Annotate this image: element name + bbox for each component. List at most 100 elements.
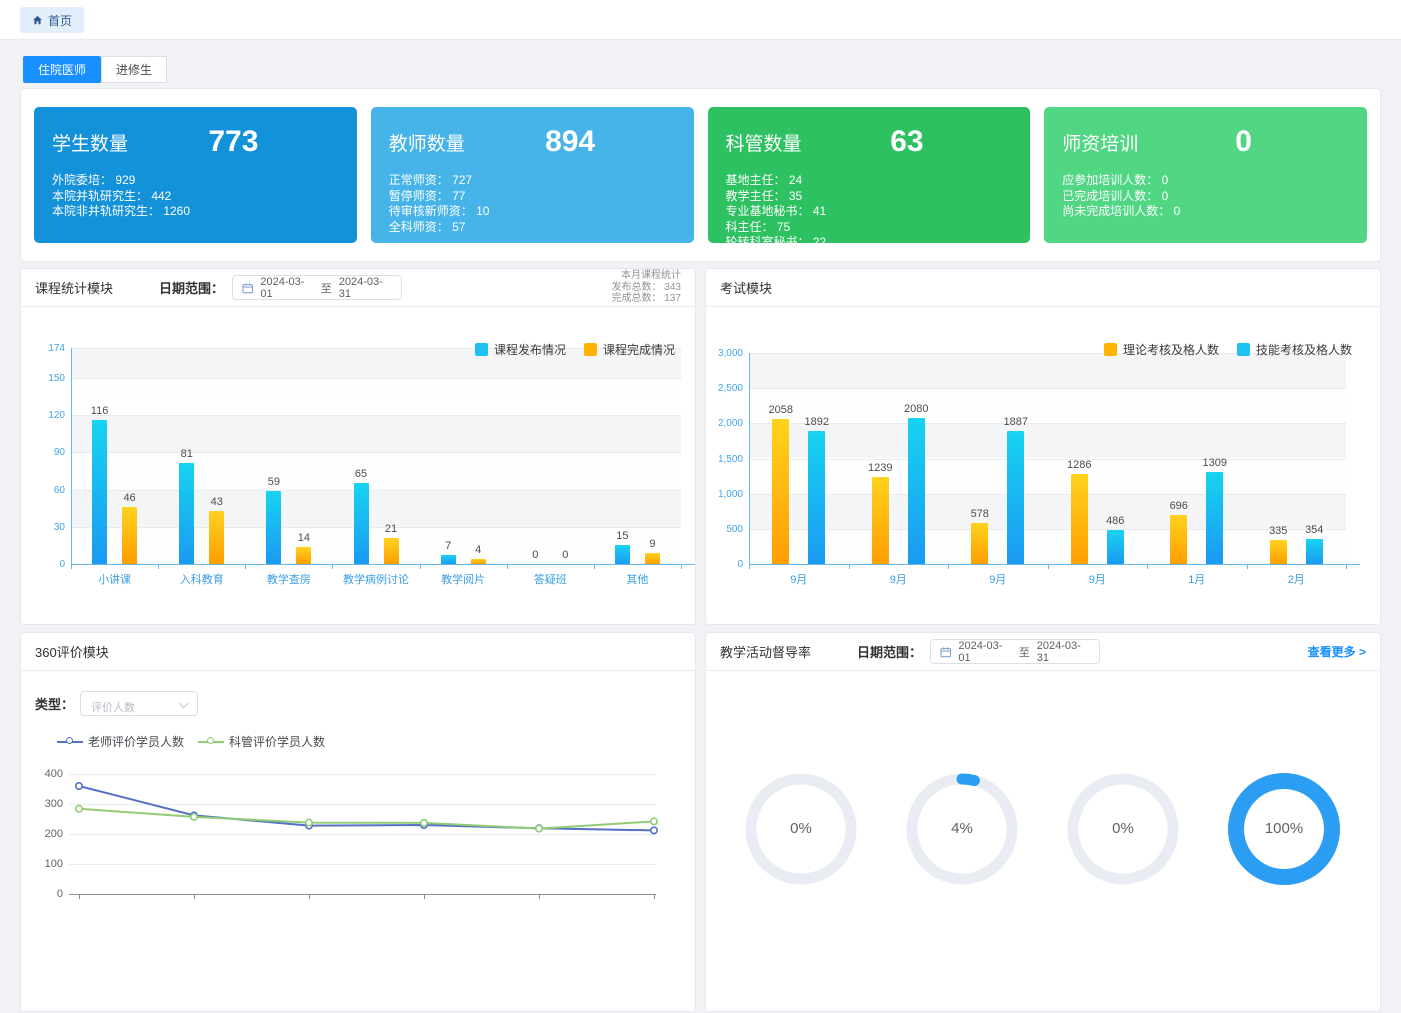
x-axis-tick xyxy=(245,564,247,569)
eval-360-panel: 360评价模块 类型： 评价人数 老师评价学员人数 科管评价学员人数 0 100 200… xyxy=(20,632,696,1012)
stat-detail: 全科师资： 57 xyxy=(388,219,466,234)
bar-value-label: 1887 xyxy=(1003,416,1028,429)
bar xyxy=(296,546,312,564)
stat-card: 科管数量 63 基地主任： 24 教学主任： 35 专业基地秘书： 41 科主任： 75 轮… xyxy=(707,107,1031,249)
bar xyxy=(92,420,108,564)
stat-card-header: 学生数量 773 xyxy=(52,125,339,159)
legend-marker-dot xyxy=(66,736,73,744)
legend-marker-dot xyxy=(207,736,215,744)
x-axis-label: 入科教育 xyxy=(179,574,224,586)
bar-value-label: 46 xyxy=(123,491,136,504)
stat-card-details: 基地主任： 24 教学主任： 35 专业基地秘书： 41 科主任： 75 轮转科室秘书：… xyxy=(726,173,1013,251)
calendar-icon xyxy=(242,282,253,293)
course-date-range-picker[interactable]: 2024-03-01 至 2024-03-31 xyxy=(232,275,403,300)
x-axis-label: 答疑班 xyxy=(533,574,567,586)
y-axis-label: 300 xyxy=(44,798,63,810)
y-axis-label: 60 xyxy=(53,484,65,496)
stat-detail: 科主任： 75 xyxy=(725,219,791,234)
tab-resident-physician[interactable]: 住院医师 xyxy=(23,56,102,83)
date-separator: 至 xyxy=(320,282,332,295)
donut-gauge: 100% xyxy=(1219,764,1349,894)
x-axis-label: 1月 xyxy=(1188,574,1206,586)
legend-item: 课程完成情况 xyxy=(583,341,675,358)
bar-value-label: 65 xyxy=(354,468,368,481)
course-stats-panel: 课程统计模块 日期范围： 2024-03-01 至 2024-03-31 本月课… xyxy=(20,268,696,625)
stat-card-value: 773 xyxy=(208,125,259,158)
bar xyxy=(383,537,399,564)
split-band xyxy=(749,493,1346,529)
tab-trainee[interactable]: 进修生 xyxy=(101,56,168,83)
supervision-panel: 教学活动督导率 日期范围： 2024-03-01 至 2024-03-31 查看… xyxy=(705,632,1381,1012)
legend-item: 技能考核及格人数 xyxy=(1236,341,1352,358)
x-axis-label: 其他 xyxy=(626,574,649,586)
bar-value-label: 59 xyxy=(267,475,280,488)
data-point xyxy=(304,818,313,827)
stat-detail: 暂停师资： 77 xyxy=(388,188,466,203)
stat-card-header: 教师数量 894 xyxy=(389,125,676,159)
x-axis-label: 9月 xyxy=(989,574,1007,586)
x-axis-line xyxy=(71,564,695,565)
breadcrumb[interactable]: 首页 xyxy=(20,7,85,33)
bar-value-label: 2058 xyxy=(768,404,793,417)
bar-value-label: 4 xyxy=(475,544,482,557)
y-axis-label: 0 xyxy=(59,559,65,570)
donut-gauge: 0% xyxy=(1058,764,1188,894)
bar xyxy=(971,523,989,564)
donut-canvas xyxy=(1228,773,1340,885)
bar-value-label: 1286 xyxy=(1067,458,1092,471)
data-point xyxy=(74,804,83,813)
type-select[interactable]: 评价人数 xyxy=(80,691,199,716)
stat-card-value: 0 xyxy=(1235,125,1252,158)
legend-label: 理论考核及格人数 xyxy=(1122,343,1219,357)
stat-detail: 已完成培训人数： 0 xyxy=(1062,188,1169,203)
chart-legend: 老师评价学员人数 科管评价学员人数 xyxy=(57,733,325,750)
view-more-link[interactable]: 查看更多 > xyxy=(1307,645,1366,659)
eval-panel-title: 360评价模块 xyxy=(35,645,109,660)
type-select-value: 评价人数 xyxy=(91,702,136,714)
bar xyxy=(353,483,369,564)
donut-track xyxy=(745,773,857,885)
bar-value-label: 0 xyxy=(562,549,569,561)
supervision-date-range-picker[interactable]: 2024-03-01 至 2024-03-31 xyxy=(930,639,1101,664)
bar-value-label: 15 xyxy=(616,530,629,543)
home-icon xyxy=(33,15,42,24)
date-start: 2024-03-01 xyxy=(958,639,1003,664)
gridline xyxy=(69,774,656,775)
bar-value-label: 14 xyxy=(297,531,310,544)
stat-card: 师资培训 0 应参加培训人数： 0 已完成培训人数： 0 尚未完成培训人数： 0 xyxy=(1044,107,1367,243)
split-band xyxy=(71,348,681,378)
x-axis-tick xyxy=(1346,564,1347,569)
y-axis-label: 0 xyxy=(56,888,63,900)
gridline xyxy=(749,528,1346,530)
supervision-panel-header: 教学活动督导率 日期范围： 2024-03-01 至 2024-03-31 查看… xyxy=(706,633,1380,671)
stat-card-value: 63 xyxy=(890,125,924,158)
gridline xyxy=(69,864,656,865)
stat-card-details: 正常师资： 727 暂停师资： 77 待审核新师资： 10 全科师资： 57 xyxy=(389,173,676,235)
x-axis-line xyxy=(749,564,1360,565)
data-point xyxy=(74,782,83,791)
bar xyxy=(614,545,630,564)
legend-label: 科管评价学员人数 xyxy=(229,735,326,749)
x-axis-tick xyxy=(1047,564,1049,569)
bar xyxy=(1269,540,1287,564)
bar xyxy=(122,506,138,564)
eval-line-chart: 类型： 评价人数 老师评价学员人数 科管评价学员人数 0 100 200 300 400 xyxy=(21,671,695,1011)
x-axis-tick xyxy=(948,564,949,569)
x-axis-tick xyxy=(309,894,310,899)
split-band xyxy=(71,377,681,416)
gridline xyxy=(749,458,1346,460)
split-band xyxy=(71,415,681,453)
x-axis-tick xyxy=(1246,564,1248,569)
x-axis-label: 9月 xyxy=(1088,574,1106,586)
bar-value-label: 578 xyxy=(970,508,989,521)
bar-value-label: 81 xyxy=(180,448,193,461)
legend-swatch xyxy=(1103,343,1117,356)
y-axis-label: 500 xyxy=(726,523,743,535)
data-point xyxy=(419,818,428,827)
bar xyxy=(1170,515,1188,564)
donut-percent-label: 0% xyxy=(790,820,812,837)
legend-label: 老师评价学员人数 xyxy=(88,735,185,749)
donut-percent-label: 4% xyxy=(951,820,973,837)
gridline xyxy=(71,526,681,528)
